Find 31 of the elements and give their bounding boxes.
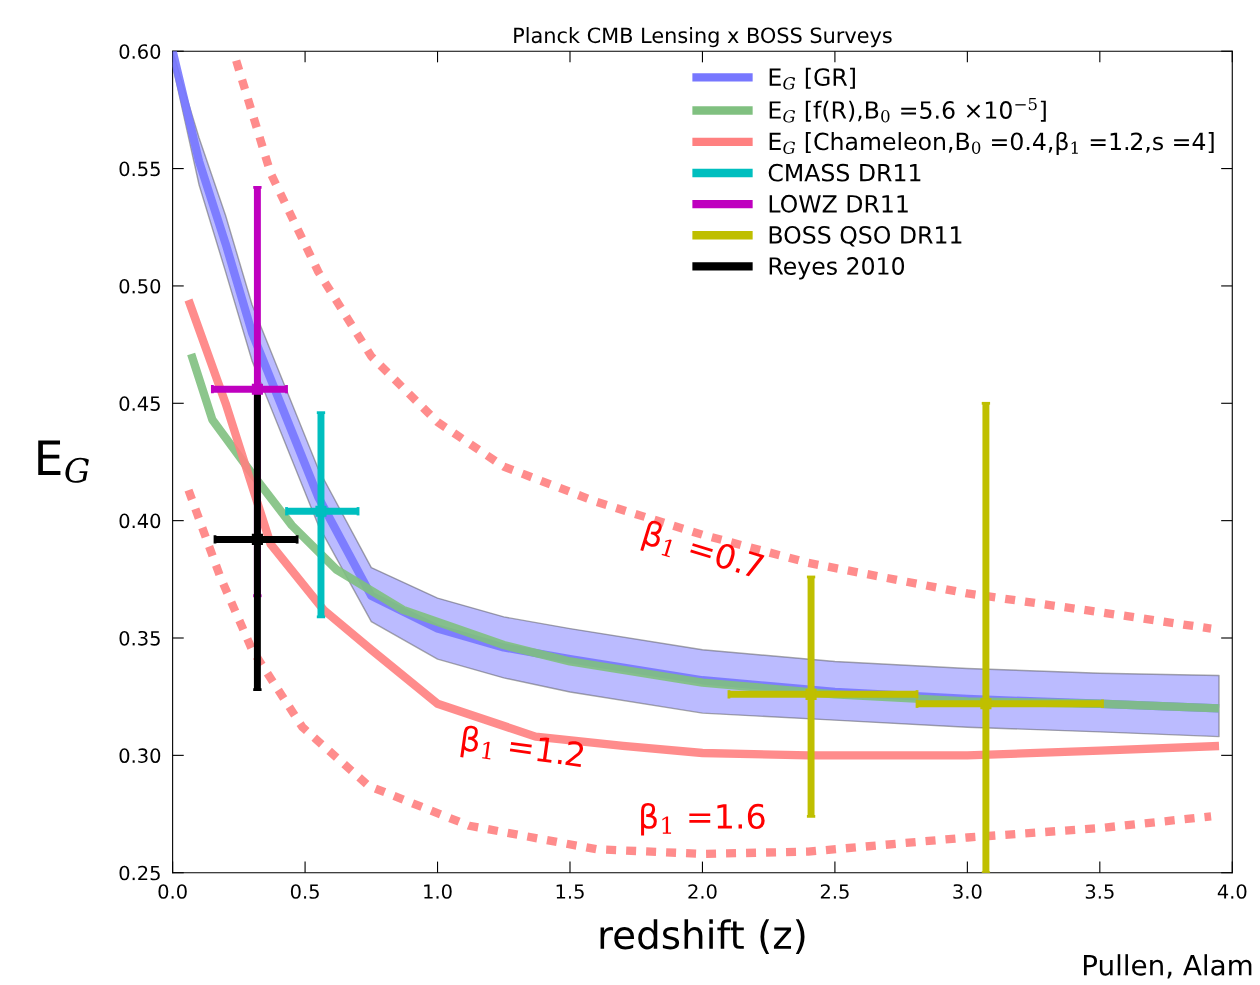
legend-label: E$_{G}$ [f(R),B$_{0}$ =5.6 ×10$^{−5}$] [769, 97, 1046, 123]
legend-label: CMASS DR11 [768, 163, 921, 182]
x-tick-label: 2.5 [820, 884, 849, 899]
y-tick-label: 0.60 [119, 44, 161, 59]
legend-label: LOWZ DR11 [769, 194, 908, 213]
x-tick-label: 1.5 [556, 884, 584, 899]
x-tick-label: 0.5 [290, 884, 319, 899]
x-tick-label: 0.0 [158, 884, 187, 899]
legend-label: E$_{G}$ [Chameleon,B$_{0}$ =0.4,β$_{1}$ =1.2,s =4] [769, 131, 1214, 155]
y-tick-label: 0.25 [119, 865, 160, 881]
y-tick-label: 0.35 [119, 630, 160, 646]
x-tick-label: 2.0 [688, 884, 717, 899]
y-axis-title: E$_{G}$ [38, 440, 89, 483]
annotation: β$_{1}$ =0.7 [640, 519, 765, 586]
text: Pullen, Alam [1083, 954, 1252, 979]
legend-label: E$_{G}$ [GR] [769, 67, 855, 90]
annotation: β$_{1}$ =1.2 [460, 724, 585, 774]
legend-label: BOSS QSO DR11 [769, 225, 962, 247]
x-tick-label: 4.0 [1217, 884, 1247, 899]
y-tick-label: 0.50 [119, 278, 161, 294]
y-tick-label: 0.30 [119, 748, 161, 764]
y-tick-label: 0.40 [119, 513, 161, 529]
x-tick-label: 3.5 [1085, 884, 1114, 899]
y-tick-label: 0.55 [119, 161, 160, 177]
x-tick-label: 1.0 [424, 884, 452, 899]
legend-label: Reyes 2010 [769, 257, 905, 280]
x-axis-title: redshift (z) [600, 919, 805, 954]
annotation: β$_{1}$ =1.6 [641, 802, 765, 836]
y-tick-label: 0.45 [119, 396, 160, 411]
chart-title: Planck CMB Lensing x BOSS Surveys [514, 27, 892, 48]
x-tick-label: 3.0 [953, 884, 982, 899]
